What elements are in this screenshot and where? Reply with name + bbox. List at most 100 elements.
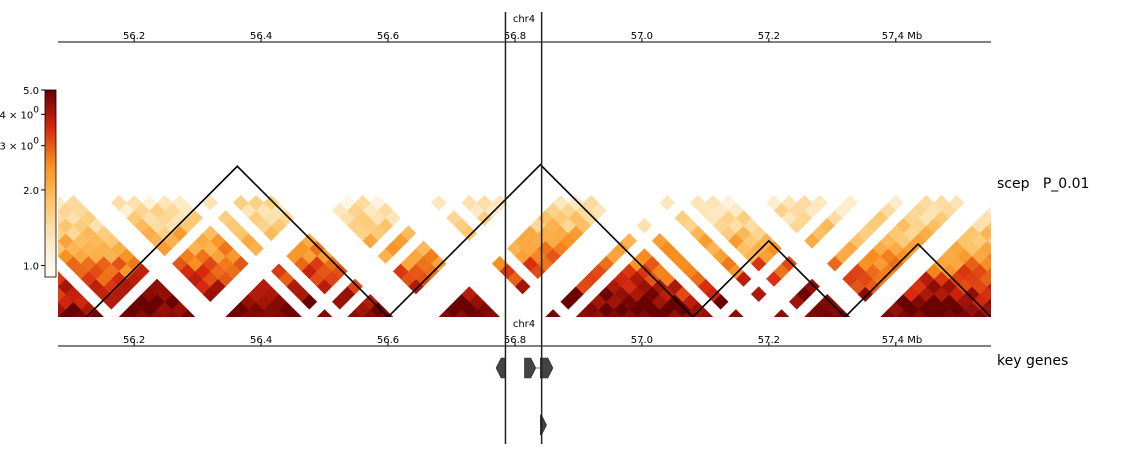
hic-cell bbox=[918, 194, 935, 211]
hic-cell bbox=[933, 194, 950, 211]
colorbar-tick-label: 4 × 100 bbox=[0, 105, 39, 121]
gene bbox=[524, 357, 537, 379]
hic-cell bbox=[58, 286, 59, 287]
hic-cell bbox=[986, 267, 991, 276]
x-tick-label: 57.0 bbox=[631, 335, 653, 346]
hic-cell bbox=[369, 194, 386, 211]
hic-cell bbox=[35, 302, 50, 317]
hic-cell bbox=[705, 194, 721, 211]
hic-cell bbox=[430, 194, 447, 211]
hic-cell bbox=[887, 194, 904, 211]
hic-cell bbox=[255, 278, 272, 295]
tad-triangle bbox=[85, 165, 389, 317]
hic-cell bbox=[58, 225, 66, 242]
tad-triangle bbox=[692, 239, 846, 317]
hic-cell bbox=[995, 287, 1010, 302]
hic-cell bbox=[58, 271, 66, 287]
hic-cell bbox=[461, 194, 478, 211]
highlight-lines bbox=[504, 12, 543, 444]
hic-cell bbox=[58, 210, 66, 226]
hic-cell bbox=[995, 302, 1010, 317]
hic-cell bbox=[986, 206, 991, 215]
hic-cell bbox=[141, 194, 158, 211]
hic-cell bbox=[248, 194, 264, 211]
hic-cell bbox=[995, 195, 1010, 210]
x-tick-label: 57.2 bbox=[758, 31, 780, 42]
x-tick-label: 56.4 bbox=[250, 335, 272, 346]
hic-cell bbox=[842, 194, 858, 211]
hic-cell bbox=[583, 194, 600, 211]
hic-cell bbox=[58, 316, 59, 317]
x-tick-label: 57.4 Mb bbox=[882, 335, 922, 346]
hic-cell bbox=[149, 278, 165, 295]
hic-cell bbox=[232, 194, 249, 211]
colorbar-tick-label: 3 × 100 bbox=[0, 137, 39, 153]
gene bbox=[540, 357, 554, 379]
hic-cell bbox=[476, 194, 493, 211]
x-tick-label: 56.6 bbox=[377, 335, 399, 346]
hic-cell bbox=[171, 194, 188, 211]
colorbar-tick-label: 2.0 bbox=[23, 186, 39, 197]
colorbar-tick-exponent: 0 bbox=[33, 137, 39, 147]
hic-cell bbox=[126, 194, 143, 211]
x-tick-label: 56.6 bbox=[377, 31, 399, 42]
bottom-x-axis: 56.2 56.4 56.6 56.8 57.0 57.2 57.4 Mb chr4 bbox=[58, 319, 991, 347]
hic-cell bbox=[995, 241, 1010, 256]
hic-cell bbox=[58, 286, 66, 303]
hic-cell bbox=[811, 194, 828, 211]
colorbar-gradient bbox=[44, 89, 57, 278]
hic-cell bbox=[995, 271, 1010, 286]
hic-cell bbox=[796, 194, 813, 211]
hic-cell bbox=[58, 301, 59, 303]
hic-cell bbox=[446, 210, 462, 226]
hic-cell bbox=[400, 225, 417, 242]
hic-cell bbox=[415, 240, 432, 257]
hic-cell bbox=[316, 309, 333, 317]
hic-cell bbox=[217, 210, 234, 226]
hic-cell bbox=[995, 210, 1010, 225]
hic-cell bbox=[461, 286, 478, 303]
hic-cell bbox=[636, 217, 653, 234]
hic-cell bbox=[156, 194, 173, 211]
hic-cell bbox=[995, 226, 1010, 241]
hic-cell bbox=[727, 309, 744, 317]
hic-heatmap bbox=[35, 163, 1010, 317]
hic-cell bbox=[58, 194, 66, 211]
hic-cell bbox=[270, 263, 287, 280]
hic-cell bbox=[545, 309, 561, 317]
x-tick-label: 57.0 bbox=[631, 31, 653, 42]
hic-cell bbox=[750, 286, 767, 303]
hic-cell bbox=[674, 210, 691, 226]
hic-cell bbox=[986, 221, 991, 230]
hic-track-label: scep P_0.01 bbox=[997, 176, 1089, 192]
colorbar-tick-exponent: 0 bbox=[33, 105, 39, 115]
hic-cell bbox=[720, 194, 737, 211]
hic-cell bbox=[766, 194, 782, 211]
colorbar: 5.0 4 × 100 3 × 100 2.0 1.0 bbox=[0, 86, 57, 278]
hic-cell bbox=[773, 309, 790, 317]
tad-triangle bbox=[844, 242, 991, 317]
hic-cell bbox=[35, 287, 50, 302]
hic-cell bbox=[621, 232, 638, 249]
hic-cell bbox=[689, 194, 706, 211]
hic-cell bbox=[986, 251, 991, 261]
x-tick-label: 57.2 bbox=[758, 335, 780, 346]
top-x-axis: 56.2 56.4 56.6 56.8 57.0 57.2 57.4 Mb chr4 bbox=[58, 14, 991, 43]
hic-cell bbox=[354, 194, 371, 211]
top-chrom-label: chr4 bbox=[513, 14, 535, 25]
hic-cell bbox=[986, 236, 991, 245]
colorbar-tick-label: 5.0 bbox=[23, 86, 39, 97]
x-tick-label: 57.4 Mb bbox=[882, 31, 922, 42]
hic-cell bbox=[58, 240, 66, 257]
tad-triangle bbox=[387, 163, 694, 317]
hic-cell bbox=[636, 248, 653, 264]
hic-cell bbox=[202, 194, 219, 211]
hic-cell bbox=[65, 194, 82, 211]
hic-cell bbox=[781, 194, 798, 211]
gene-track-label: key genes bbox=[997, 353, 1068, 369]
hic-cell bbox=[995, 256, 1010, 271]
colorbar-tick-label: 1.0 bbox=[23, 262, 39, 273]
hic-cell bbox=[948, 194, 965, 211]
x-tick-label: 56.2 bbox=[123, 335, 145, 346]
